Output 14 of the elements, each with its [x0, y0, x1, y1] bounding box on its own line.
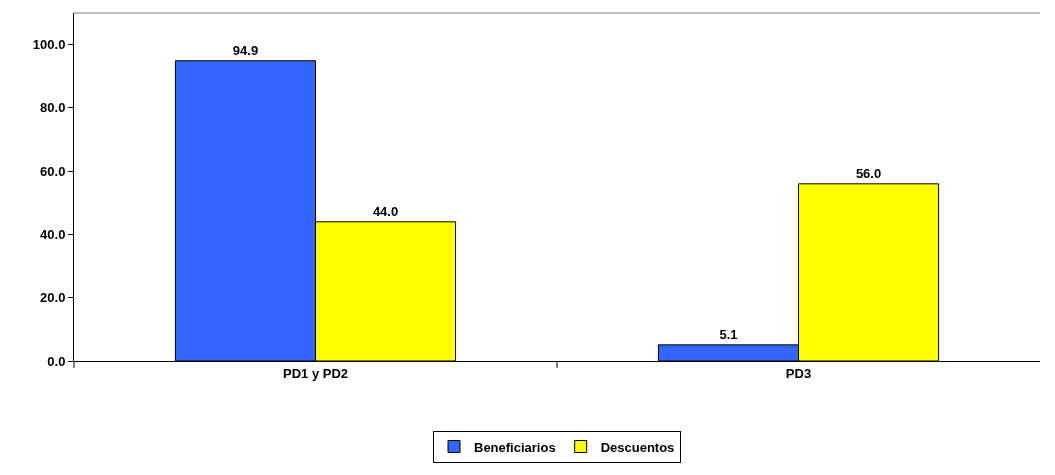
- y-tick-label: 100.0: [32, 37, 66, 53]
- y-tick-label: 80.0: [40, 100, 66, 116]
- y-tick-label: 20.0: [40, 290, 66, 306]
- x-tick-label: PD1 y PD2: [282, 365, 349, 381]
- y-tick-label: 0.0: [47, 353, 66, 369]
- y-tick-label: 40.0: [40, 227, 66, 242]
- legend-label: Beneficiarios: [474, 439, 556, 455]
- text: 44.0: [372, 203, 399, 219]
- legend-label: Descuentos: [600, 439, 675, 455]
- y-tick-label: 60.0: [40, 163, 66, 179]
- text: 94.9: [232, 42, 259, 58]
- text: 5.1: [719, 326, 738, 342]
- text: 56.0: [855, 165, 882, 181]
- x-tick-label: PD3: [785, 365, 812, 381]
